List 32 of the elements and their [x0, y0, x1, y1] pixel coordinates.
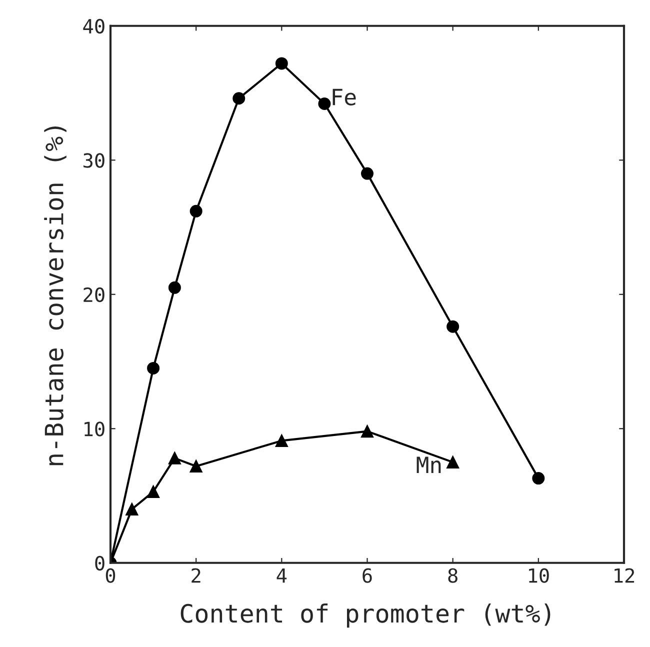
- point: [275, 434, 288, 447]
- point: [532, 472, 545, 485]
- y-tick-label: 30: [84, 153, 104, 168]
- point: [275, 57, 288, 70]
- x-tick-label: 4: [276, 568, 287, 583]
- x-tick-label: 0: [106, 568, 116, 583]
- x-tick-label: 10: [529, 568, 549, 583]
- y-axis-title: n-Butane conversion (%): [44, 126, 66, 466]
- point: [147, 485, 160, 498]
- y-tick-label: 40: [83, 18, 104, 34]
- x-axis-title: Content of promoter (wt%): [180, 603, 550, 628]
- x-tick-label: 2: [192, 568, 200, 583]
- x-tick-label: 8: [448, 568, 458, 583]
- point: [361, 425, 374, 438]
- series-label: Mn: [416, 456, 441, 473]
- point: [318, 97, 331, 110]
- point: [126, 502, 138, 516]
- point: [190, 460, 202, 472]
- point: [147, 362, 160, 374]
- point: [232, 92, 246, 105]
- y-tick-label: 20: [84, 287, 104, 302]
- point: [446, 320, 460, 333]
- point: [446, 456, 460, 468]
- y-tick-label: 0: [95, 556, 104, 571]
- point: [168, 452, 181, 464]
- y-tick-label: 10: [84, 422, 104, 436]
- x-tick-label: 12: [614, 568, 634, 583]
- x-tick-label: 6: [362, 568, 372, 583]
- point: [190, 204, 202, 218]
- point: [361, 167, 374, 180]
- point: [168, 281, 181, 294]
- series-label: Fe: [332, 88, 356, 106]
